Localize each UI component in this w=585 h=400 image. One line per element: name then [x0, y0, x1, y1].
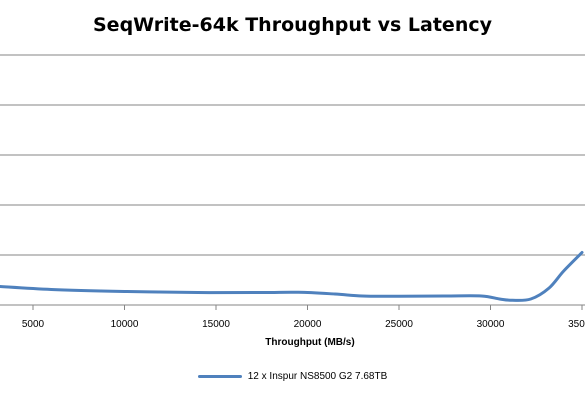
x-tick-label: 5000: [22, 319, 45, 330]
x-axis-label: Throughput (MB/s): [265, 337, 355, 348]
series-line: [0, 251, 584, 302]
x-tick-label: 15000: [202, 319, 230, 330]
chart-title: SeqWrite-64k Throughput vs Latency: [93, 14, 492, 36]
x-tick-label: 30000: [477, 319, 505, 330]
gridlines: [0, 54, 585, 256]
x-tick-labels: 5000 10000 15000 20000 25000 30000 35000: [22, 319, 585, 330]
x-tick-label: 10000: [111, 319, 139, 330]
legend-swatch: [197, 375, 242, 378]
x-tick-label: 25000: [385, 319, 413, 330]
x-ticks: [32, 305, 583, 310]
x-tick-label: 35000: [568, 319, 585, 330]
x-tick-label: 20000: [294, 319, 322, 330]
legend: 12 x Inspur NS8500 G2 7.68TB: [0, 371, 585, 382]
legend-label: 12 x Inspur NS8500 G2 7.68TB: [247, 371, 388, 382]
